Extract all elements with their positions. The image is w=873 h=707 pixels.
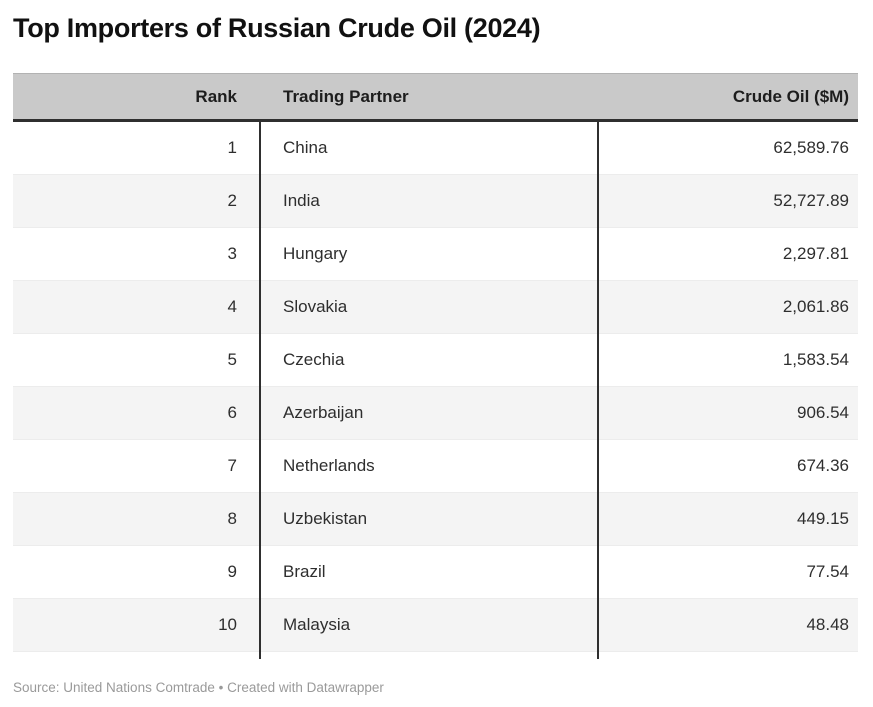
column-divider-rank-partner <box>259 122 261 660</box>
table-header-row: Rank Trading Partner Crude Oil ($M) <box>13 73 858 123</box>
rank-cell: 2 <box>227 191 237 211</box>
value-cell: 906.54 <box>797 403 849 423</box>
table-row: 3 Hungary 2,297.81 <box>13 228 858 282</box>
value-cell: 62,589.76 <box>773 138 849 158</box>
value-cell: 2,061.86 <box>782 297 849 317</box>
rank-cell: 3 <box>227 244 237 264</box>
partner-cell: Czechia <box>283 350 345 370</box>
table-row: 7 Netherlands 674.36 <box>13 440 858 494</box>
table-row: 8 Uzbekistan 449.15 <box>13 493 858 547</box>
column-divider-partner-value <box>597 122 599 660</box>
rank-cell: 4 <box>227 297 237 317</box>
table-row: 1 China 62,589.76 <box>13 122 858 176</box>
rank-cell: 8 <box>227 509 237 529</box>
partner-cell: China <box>283 138 328 158</box>
value-cell: 449.15 <box>797 509 849 529</box>
table-row: 2 India 52,727.89 <box>13 175 858 229</box>
rank-cell: 9 <box>227 562 237 582</box>
column-header-rank: Rank <box>195 86 237 106</box>
page-title: Top Importers of Russian Crude Oil (2024… <box>13 13 541 43</box>
value-cell: 674.36 <box>797 456 849 476</box>
table-body-wrap: 1 China 62,589.76 2 India 52,727.89 3 Hu… <box>13 122 858 660</box>
rank-cell: 10 <box>218 615 237 635</box>
partner-cell: Netherlands <box>283 456 375 476</box>
rank-cell: 1 <box>227 138 237 158</box>
table-row: 10 Malaysia 48.48 <box>13 599 858 653</box>
partner-cell: Hungary <box>283 244 348 264</box>
table-row: 5 Czechia 1,583.54 <box>13 334 858 388</box>
partner-cell: Malaysia <box>283 615 351 635</box>
column-header-crude-oil-value: Crude Oil ($M) <box>732 86 849 106</box>
value-cell: 77.54 <box>806 562 849 582</box>
partner-cell: Slovakia <box>283 297 348 317</box>
table-body: 1 China 62,589.76 2 India 52,727.89 3 Hu… <box>13 122 858 653</box>
table-row: 4 Slovakia 2,061.86 <box>13 281 858 335</box>
partner-cell: Azerbaijan <box>283 403 364 423</box>
partner-cell: India <box>283 191 320 211</box>
table-row: 6 Azerbaijan 906.54 <box>13 387 858 441</box>
rank-cell: 5 <box>227 350 237 370</box>
value-cell: 2,297.81 <box>782 244 849 264</box>
data-table: Rank Trading Partner Crude Oil ($M) 1 Ch… <box>13 73 858 660</box>
partner-cell: Uzbekistan <box>283 509 368 529</box>
column-header-trading-partner: Trading Partner <box>283 86 409 106</box>
table-row: 9 Brazil 77.54 <box>13 546 858 600</box>
value-cell: 52,727.89 <box>773 191 849 211</box>
rank-cell: 7 <box>227 456 237 476</box>
value-cell: 48.48 <box>806 615 849 635</box>
source-credit-line: Source: United Nations Comtrade • Create… <box>13 680 384 696</box>
partner-cell: Brazil <box>283 562 326 582</box>
rank-cell: 6 <box>227 403 237 423</box>
value-cell: 1,583.54 <box>782 350 849 370</box>
